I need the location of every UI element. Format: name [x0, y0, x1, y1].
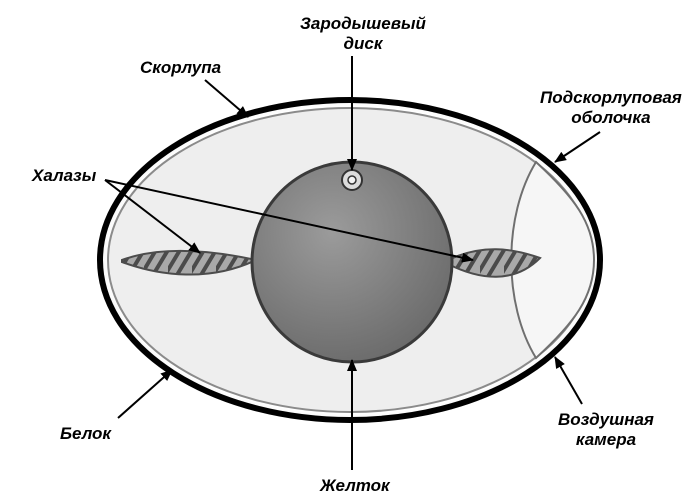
arrow-aircell	[555, 357, 582, 404]
arrow-membrane	[555, 132, 600, 162]
label-albumen: Белок	[60, 424, 111, 444]
arrow-shell	[205, 80, 248, 117]
label-germinal: Зародышевый диск	[300, 14, 426, 53]
label-shell: Скорлупа	[140, 58, 221, 78]
germinal-disc	[342, 170, 362, 190]
label-yolk: Желток	[320, 476, 390, 496]
arrow-albumen	[118, 370, 172, 418]
label-membrane: Подскорлуповая оболочка	[540, 88, 682, 127]
label-aircell: Воздушная камера	[558, 410, 654, 449]
yolk	[252, 162, 452, 362]
label-chalazae: Халазы	[32, 166, 96, 186]
